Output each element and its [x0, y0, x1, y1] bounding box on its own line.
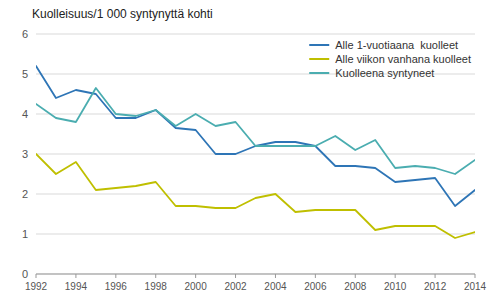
x-tick [115, 274, 116, 278]
legend-swatch [309, 44, 329, 46]
y-tick-label: 6 [22, 28, 28, 40]
grid-line [36, 154, 475, 155]
series-line [36, 66, 475, 206]
title: Kuolleisuus/1 000 syntynyttä kohti [32, 7, 213, 21]
x-tick-label: 2012 [424, 281, 447, 292]
x-tick [475, 274, 476, 278]
y-tick-label: 5 [22, 68, 28, 80]
legend-swatch [309, 58, 329, 60]
x-tick-label: 1994 [65, 281, 88, 292]
x-tick-label: 1998 [145, 281, 168, 292]
grid-line [36, 234, 475, 235]
chart: Kuolleisuus/1 000 syntynyttä kohti 0 1 2 3 4 5… [0, 0, 491, 302]
series-line [36, 88, 475, 174]
x-tick [275, 274, 276, 278]
grid-line [36, 34, 475, 35]
x-tick [155, 274, 156, 278]
x-tick-label: 1992 [25, 281, 48, 292]
x-tick-label: 2000 [185, 281, 208, 292]
x-tick-label: 2004 [264, 281, 287, 292]
x-axis-line [36, 274, 475, 275]
legend-swatch [309, 72, 329, 74]
grid-line [36, 114, 475, 115]
legend-label: Kuolleena syntyneet [335, 67, 434, 79]
y-tick-label: 3 [22, 148, 28, 160]
lines [36, 66, 475, 238]
y-tick-label: 0 [22, 268, 28, 280]
x-tick [315, 274, 316, 278]
grid-line [36, 194, 475, 195]
legend-label: Alle 1-vuotiaana kuolleet [335, 39, 458, 51]
y-tick-label: 4 [22, 108, 28, 120]
x-tick [435, 274, 436, 278]
x-tick [355, 274, 356, 278]
x-tick-label: 2002 [224, 281, 247, 292]
legend: Alle 1-vuotiaana kuolleet Alle viikon van… [309, 39, 471, 79]
x-tick [195, 274, 196, 278]
x-tick [235, 274, 236, 278]
x-tick [36, 274, 37, 278]
x-tick-label: 2006 [304, 281, 327, 292]
x-tick [395, 274, 396, 278]
y-tick-label: 1 [22, 228, 28, 240]
x-tick-label: 2008 [344, 281, 367, 292]
x-tick-label: 2010 [384, 281, 407, 292]
y-grid [36, 34, 475, 274]
x-tick-label: 1996 [105, 281, 128, 292]
legend-label: Alle viikon vanhana kuolleet [335, 53, 471, 65]
grid-line [36, 274, 475, 275]
x-tick [75, 274, 76, 278]
y-tick-label: 2 [22, 188, 28, 200]
x-tick-label: 2014 [464, 281, 487, 292]
